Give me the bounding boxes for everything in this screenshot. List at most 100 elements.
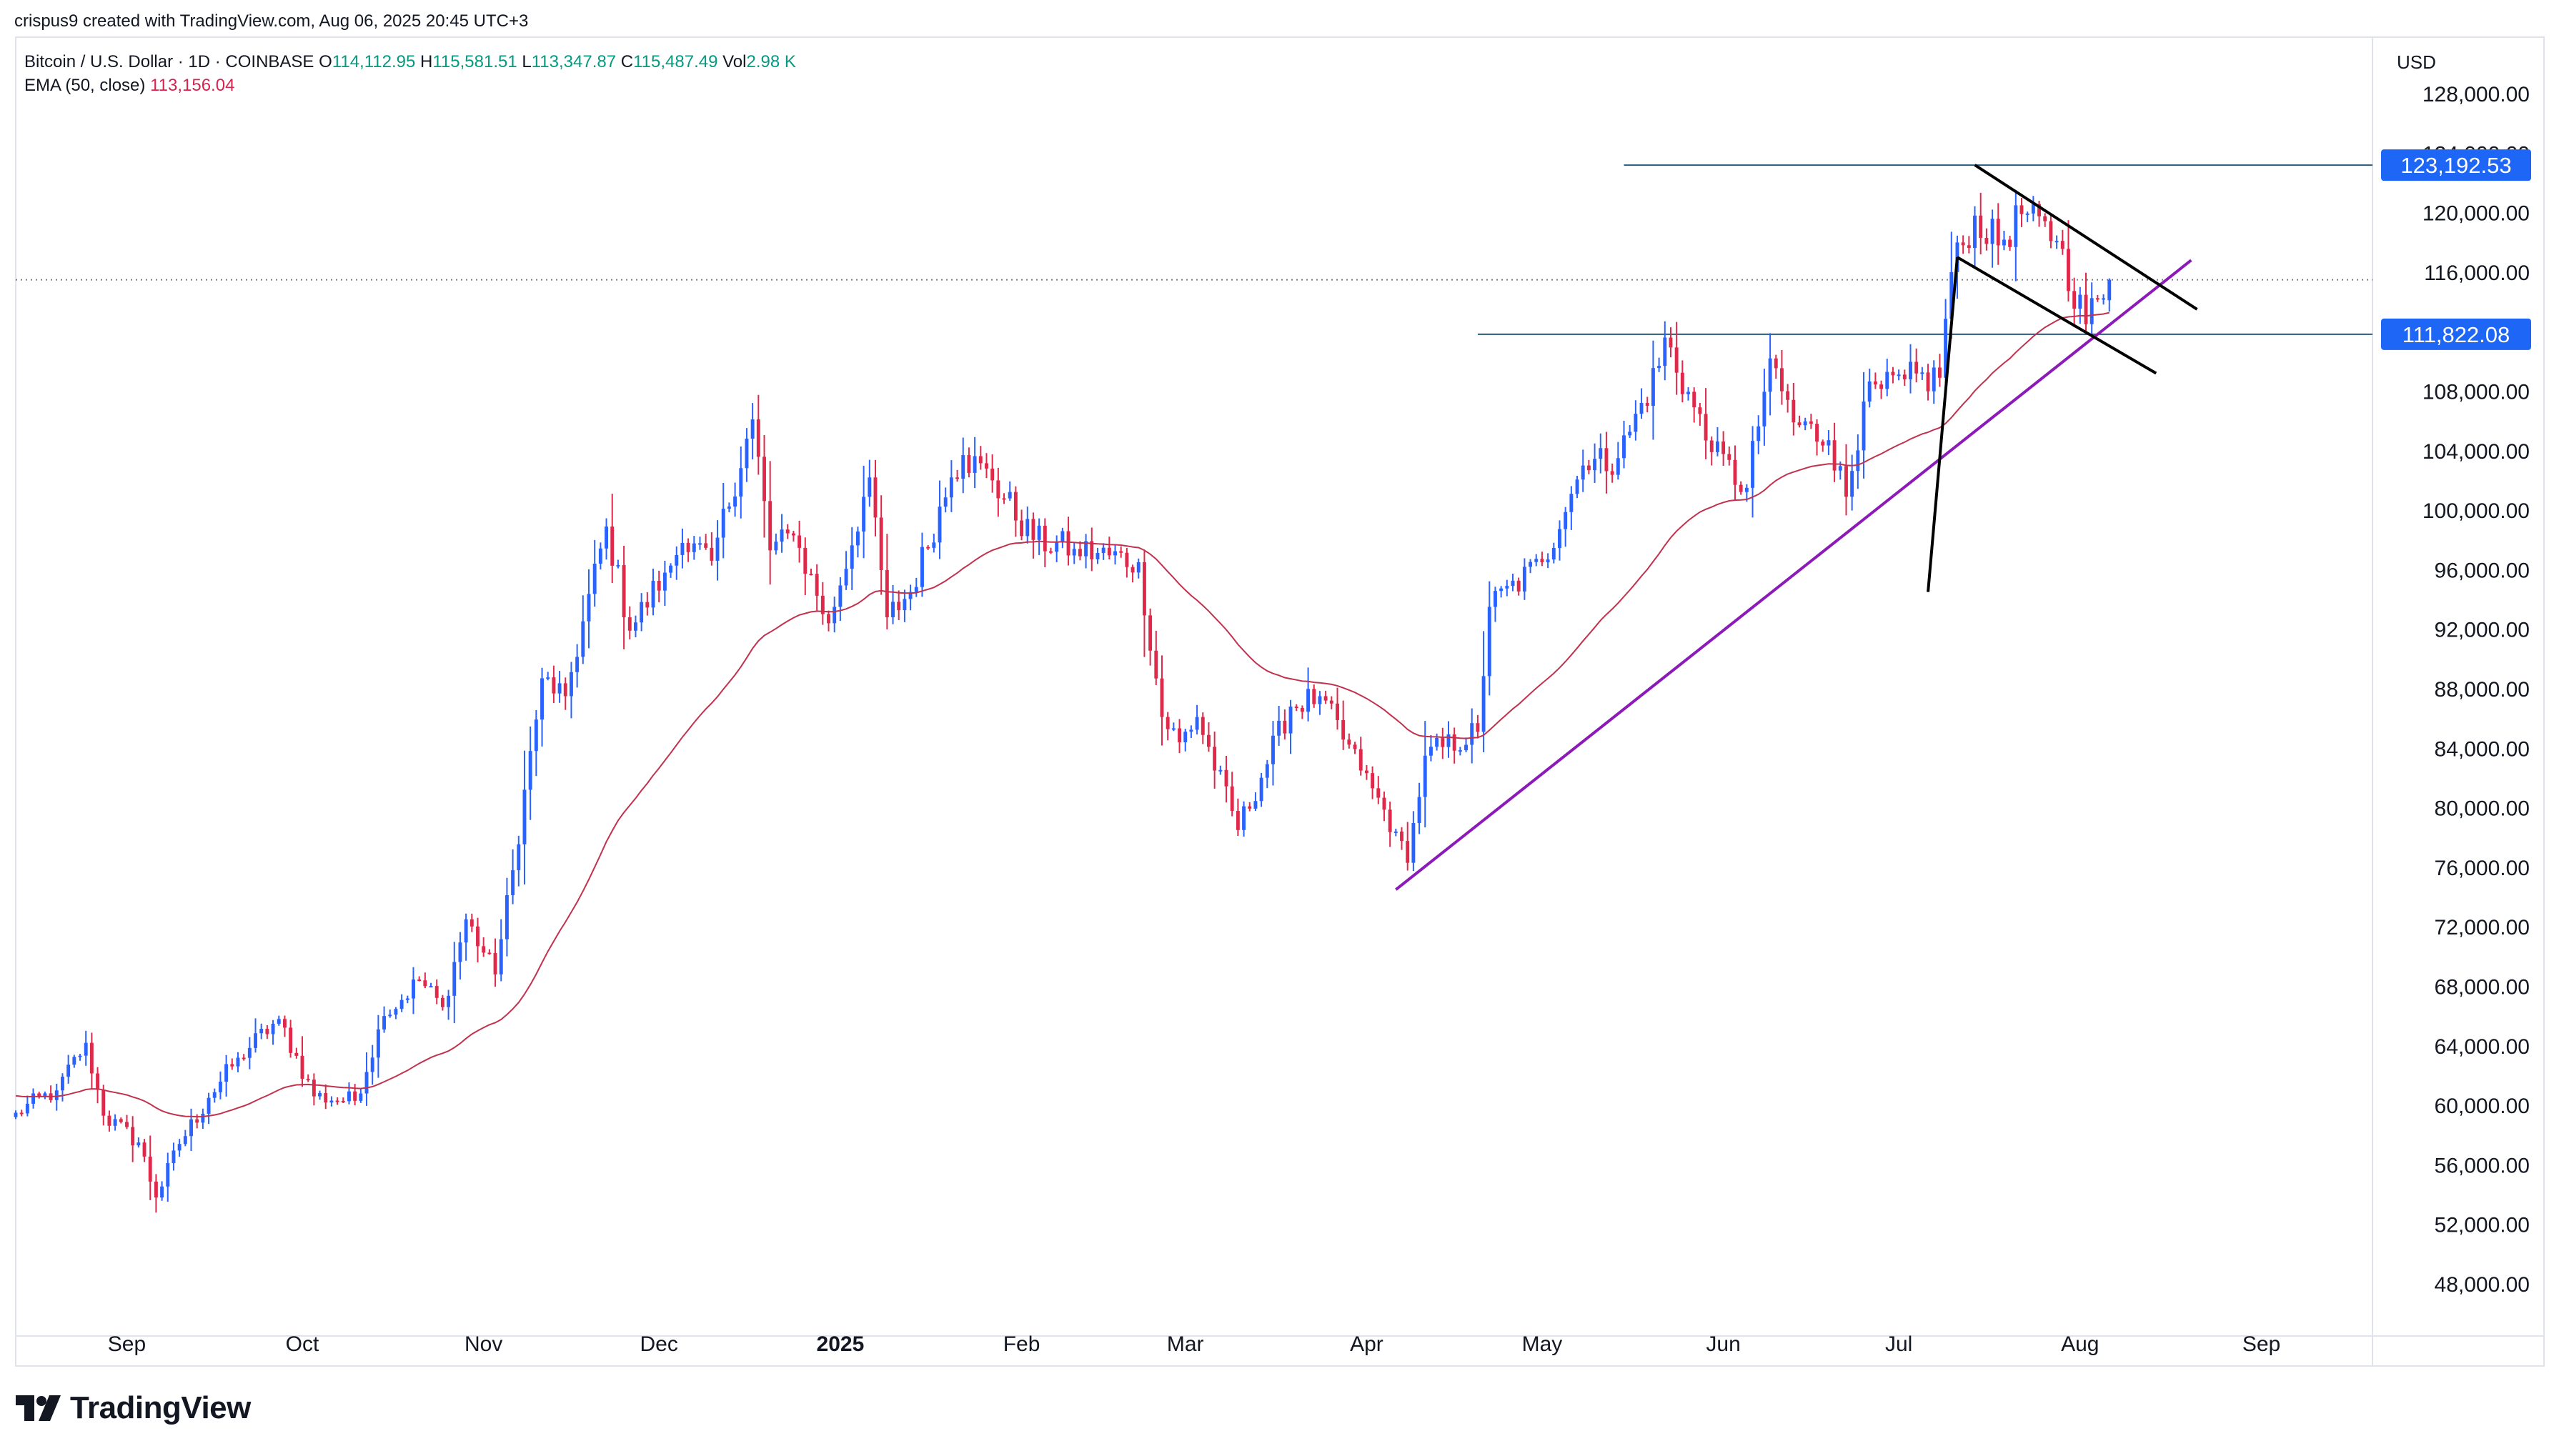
candle-up (160, 1186, 164, 1198)
price-axis[interactable]: USD128,000.00124,000.00120,000.00116,000… (2397, 51, 2530, 1297)
candle-down (1213, 747, 1217, 771)
x-tick-label: Sep (2242, 1332, 2280, 1356)
y-tick-label: 60,000.00 (2435, 1095, 2530, 1118)
candle-down (2095, 298, 2100, 300)
candle-up (1762, 392, 1767, 427)
candle-down (1207, 734, 1211, 747)
candle-up (72, 1057, 76, 1065)
candle-down (657, 581, 661, 591)
tradingview-logo[interactable]: TradingView (16, 1390, 251, 1426)
candle-up (1423, 755, 1427, 797)
candle-down (1779, 368, 1784, 392)
y-tick-label: 92,000.00 (2435, 619, 2530, 642)
candle-up (499, 939, 503, 974)
candle-up (136, 1142, 141, 1146)
candle-down (1224, 769, 1228, 787)
candle-down (2066, 249, 2070, 291)
time-axis[interactable]: Sep Oct Nov Dec 2025 Feb Mar Apr May Jun Jul Aug Sep (108, 1332, 2280, 1356)
candle-up (1634, 414, 1638, 432)
candle-up (277, 1019, 281, 1024)
candle-down (1692, 392, 1696, 408)
candle-down (1406, 841, 1410, 863)
candle-down (704, 543, 708, 548)
candle-down (1979, 215, 1983, 238)
candle-up (1435, 737, 1439, 747)
candle-up (43, 1093, 47, 1097)
chart-frame (15, 36, 2545, 1367)
candle-up (2054, 241, 2059, 243)
candle-down (827, 614, 830, 624)
candle-up (692, 543, 696, 552)
candle-up (1768, 358, 1772, 392)
candle-up (1259, 777, 1263, 802)
candle-up (1867, 381, 1872, 402)
candle-up (388, 1014, 392, 1017)
candle-up (505, 894, 509, 939)
candle-up (675, 554, 679, 566)
candle-up (850, 545, 854, 569)
candle-down (1236, 811, 1240, 830)
candle-down (768, 501, 772, 551)
legend-ema-row: EMA (50, close) 113,156.04 (24, 74, 796, 97)
candle-down (1031, 519, 1035, 540)
candle-down (294, 1052, 299, 1056)
candle-down (1704, 414, 1708, 441)
candle-down (1312, 689, 1316, 704)
y-tick-label: 116,000.00 (2424, 261, 2530, 285)
candle-down (1516, 580, 1521, 592)
y-tick-label: 76,000.00 (2435, 857, 2530, 880)
candle-up (1990, 219, 1994, 244)
currency-label: USD (2397, 51, 2436, 73)
candle-up (528, 751, 532, 790)
candle-up (1973, 215, 1977, 249)
candle-down (2072, 291, 2077, 309)
candle-down (1709, 440, 1714, 452)
candle-down (645, 602, 650, 608)
candle-up (949, 477, 953, 498)
candle-down (1604, 448, 1609, 472)
candle-up (669, 565, 673, 573)
candle-down (101, 1089, 106, 1116)
candle-up (458, 942, 462, 962)
candle-down (1902, 374, 1907, 379)
candle-up (177, 1144, 182, 1151)
candle-up (698, 543, 702, 545)
candle-up (1885, 372, 1889, 389)
y-tick-label: 84,000.00 (2435, 737, 2530, 761)
legend-vol-value: 2.98 K (746, 52, 796, 71)
candle-down (1013, 492, 1018, 521)
candle-down (1774, 358, 1778, 369)
x-tick-label: Dec (640, 1332, 678, 1356)
candle-down (978, 456, 983, 464)
candle-down (1166, 717, 1170, 729)
candle-up (224, 1064, 229, 1082)
y-tick-label: 52,000.00 (2435, 1214, 2530, 1237)
candle-up (376, 1029, 380, 1058)
candle-down (785, 529, 790, 534)
candle-up (587, 594, 591, 622)
candle-up (254, 1033, 257, 1048)
candle-up (2014, 205, 2018, 247)
candle-down (1540, 559, 1544, 562)
legend-ohlc-row: Bitcoin / U.S. Dollar · 1D · COINBASE O1… (24, 50, 796, 74)
legend-low-value: 113,347.87 (531, 52, 617, 71)
candle-down (756, 419, 760, 457)
candle-up (1744, 487, 1749, 492)
candle-up (1072, 549, 1076, 556)
candle-up (838, 585, 843, 607)
candle-down (803, 547, 808, 574)
candle-down (1452, 734, 1456, 751)
candle-up (1084, 541, 1088, 557)
candle-up (247, 1047, 252, 1058)
candle-up (534, 719, 538, 752)
candle-up (1757, 426, 1761, 442)
candle-up (183, 1136, 187, 1145)
candle-up (1055, 542, 1059, 552)
y-tick-label: 88,000.00 (2435, 678, 2530, 702)
ema-line (15, 311, 2110, 1118)
candle-down (353, 1091, 357, 1101)
candle-up (394, 1009, 398, 1015)
candle-up (429, 986, 433, 988)
y-tick-label: 80,000.00 (2435, 797, 2530, 821)
